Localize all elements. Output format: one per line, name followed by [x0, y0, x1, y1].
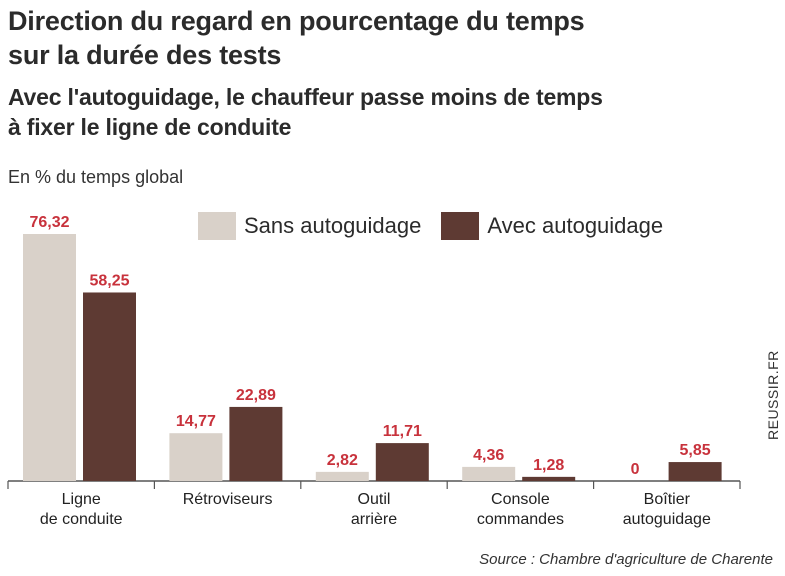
category-label: autoguidage [623, 511, 711, 528]
legend-swatch-avec [441, 212, 480, 240]
data-label-avec: 1,28 [533, 457, 564, 474]
data-label-sans: 2,82 [327, 452, 358, 469]
category-label: arrière [351, 511, 397, 528]
data-label-avec: 58,25 [89, 272, 129, 289]
bar-avec [83, 292, 136, 481]
bar-avec [375, 443, 429, 481]
credit-label: REUSSIR.FR [765, 350, 781, 440]
category-label: Ligne [62, 491, 101, 508]
legend-item-avec: Avec autoguidage [441, 212, 663, 240]
legend: Sans autoguidage Avec autoguidage [198, 212, 683, 240]
source-label: Source : Chambre d'agriculture de Charen… [479, 551, 773, 568]
bar-sans [315, 471, 369, 481]
chart-title-line-2: sur la durée des tests [8, 40, 282, 70]
bar-avec [668, 462, 722, 481]
category-label: Rétroviseurs [183, 491, 273, 508]
category-label: Boîtier [644, 491, 691, 508]
legend-label-sans: Sans autoguidage [244, 213, 422, 238]
data-label-avec: 5,85 [680, 442, 711, 459]
legend-swatch-sans [198, 212, 236, 240]
bar-sans [23, 234, 76, 481]
chart-subtitle: Avec l'autoguidage, le chauffeur passe m… [8, 82, 603, 142]
data-label-sans: 14,77 [176, 413, 216, 430]
category-label: commandes [477, 511, 564, 528]
category-label: Console [491, 491, 550, 508]
data-label-sans: 4,36 [473, 447, 504, 464]
chart-subtitle-line-2: à fixer le ligne de conduite [8, 114, 292, 140]
category-label: Outil [358, 491, 391, 508]
data-label-avec: 11,71 [383, 423, 422, 440]
bar-avec [522, 476, 576, 481]
chart-title: Direction du regard en pourcentage du te… [8, 4, 585, 72]
unit-label: En % du temps global [8, 167, 184, 187]
chart-title-line-1: Direction du regard en pourcentage du te… [8, 6, 585, 36]
data-label-sans: 76,32 [29, 214, 69, 231]
data-label-sans: 0 [631, 461, 640, 478]
legend-label-avec: Avec autoguidage [487, 213, 664, 238]
category-label: de conduite [40, 511, 123, 528]
data-label-avec: 22,89 [236, 387, 276, 404]
bar-sans [462, 466, 516, 481]
bar-avec [229, 406, 283, 481]
bar-sans [169, 433, 223, 481]
chart-subtitle-line-1: Avec l'autoguidage, le chauffeur passe m… [8, 84, 603, 110]
legend-item-sans: Sans autoguidage [198, 212, 421, 240]
